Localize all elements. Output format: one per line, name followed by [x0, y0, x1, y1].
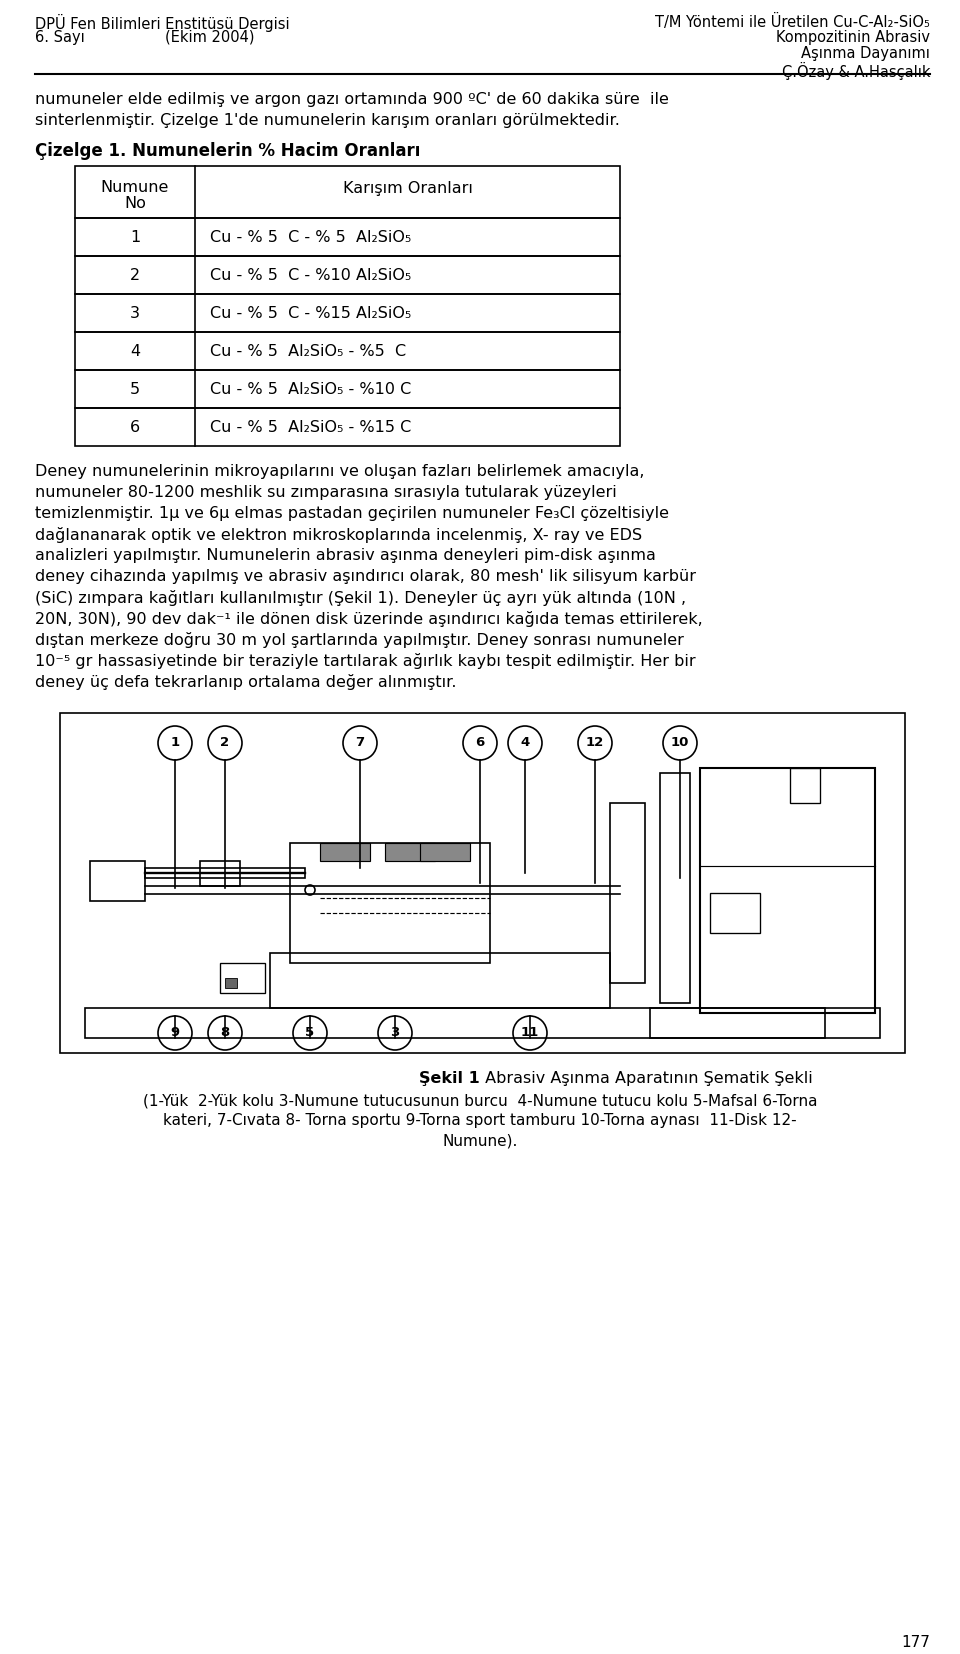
- Bar: [650, 1007, 880, 1039]
- Bar: [420, 844, 470, 862]
- Text: 5: 5: [130, 382, 140, 397]
- Text: (Ekim 2004): (Ekim 2004): [165, 30, 254, 45]
- Text: (SiC) zımpara kağıtları kullanılmıştır (Şekil 1). Deneyler üç ayrı yük altında (: (SiC) zımpara kağıtları kullanılmıştır (…: [35, 590, 686, 605]
- Text: deney üç defa tekrarlanıp ortalama değer alınmıştır.: deney üç defa tekrarlanıp ortalama değer…: [35, 673, 457, 690]
- Text: Çizelge 1. Numunelerin % Hacim Oranları: Çizelge 1. Numunelerin % Hacim Oranları: [35, 142, 420, 160]
- Text: Cu - % 5  C - % 5  Al₂SiO₅: Cu - % 5 C - % 5 Al₂SiO₅: [210, 230, 411, 245]
- Bar: [75, 165, 620, 218]
- Text: Numune).: Numune).: [443, 1133, 517, 1148]
- Bar: [220, 963, 265, 992]
- Text: 2: 2: [221, 736, 229, 749]
- Bar: [145, 868, 305, 878]
- Text: Cu - % 5  C - %15 Al₂SiO₅: Cu - % 5 C - %15 Al₂SiO₅: [210, 306, 411, 321]
- Text: 3: 3: [130, 306, 140, 321]
- Text: Numune: Numune: [101, 180, 169, 195]
- Text: 6. Sayı: 6. Sayı: [35, 30, 84, 45]
- Bar: [60, 713, 905, 1054]
- Text: Abrasiv Aşınma Aparatının Şematik Şekli: Abrasiv Aşınma Aparatının Şematik Şekli: [480, 1072, 813, 1087]
- Bar: [660, 772, 690, 1002]
- Bar: [75, 256, 620, 294]
- Bar: [75, 370, 620, 409]
- Text: analizleri yapılmıştır. Numunelerin abrasiv aşınma deneyleri pim-disk aşınma: analizleri yapılmıştır. Numunelerin abra…: [35, 547, 656, 562]
- Text: kateri, 7-Cıvata 8- Torna sportu 9-Torna sport tamburu 10-Torna aynası  11-Disk : kateri, 7-Cıvata 8- Torna sportu 9-Torna…: [163, 1113, 797, 1128]
- Text: Kompozitinin Abrasiv: Kompozitinin Abrasiv: [776, 30, 930, 45]
- Text: 7: 7: [355, 736, 365, 749]
- Bar: [200, 862, 240, 887]
- Text: dağlananarak optik ve elektron mikroskoplarında incelenmiş, X- ray ve EDS: dağlananarak optik ve elektron mikroskop…: [35, 528, 642, 543]
- Text: 6: 6: [130, 420, 140, 435]
- Text: Aşınma Dayanımı: Aşınma Dayanımı: [802, 46, 930, 61]
- Text: deney cihazında yapılmış ve abrasiv aşındırıcı olarak, 80 mesh' lik silisyum kar: deney cihazında yapılmış ve abrasiv aşın…: [35, 569, 696, 584]
- Text: Cu - % 5  Al₂SiO₅ - %15 C: Cu - % 5 Al₂SiO₅ - %15 C: [210, 420, 411, 435]
- Text: 12: 12: [586, 736, 604, 749]
- Text: 1: 1: [171, 736, 180, 749]
- Text: temizlenmiştir. 1μ ve 6μ elmas pastadan geçirilen numuneler Fe₃Cl çözeltisiyle: temizlenmiştir. 1μ ve 6μ elmas pastadan …: [35, 506, 669, 521]
- Bar: [610, 802, 645, 982]
- Text: sinterlenmiştir. Çizelge 1'de numunelerin karışım oranları görülmektedir.: sinterlenmiştir. Çizelge 1'de numuneleri…: [35, 112, 620, 127]
- Text: 4: 4: [130, 344, 140, 359]
- Text: T/M Yöntemi ile Üretilen Cu-C-Al₂-SiO₅: T/M Yöntemi ile Üretilen Cu-C-Al₂-SiO₅: [655, 13, 930, 30]
- Bar: [75, 409, 620, 447]
- Text: numuneler elde edilmiş ve argon gazı ortamında 900 ºC' de 60 dakika süre  ile: numuneler elde edilmiş ve argon gazı ort…: [35, 93, 669, 108]
- Bar: [85, 1007, 825, 1039]
- Bar: [790, 767, 820, 802]
- Text: 4: 4: [520, 736, 530, 749]
- Text: Deney numunelerinin mikroyapılarını ve oluşan fazları belirlemek amacıyla,: Deney numunelerinin mikroyapılarını ve o…: [35, 465, 644, 480]
- Bar: [700, 767, 875, 1012]
- Text: 1: 1: [130, 230, 140, 245]
- Bar: [290, 844, 490, 963]
- Text: Cu - % 5  C - %10 Al₂SiO₅: Cu - % 5 C - %10 Al₂SiO₅: [210, 268, 411, 283]
- Text: 2: 2: [130, 268, 140, 283]
- Bar: [385, 844, 435, 862]
- Text: Cu - % 5  Al₂SiO₅ - %5  C: Cu - % 5 Al₂SiO₅ - %5 C: [210, 344, 406, 359]
- Bar: [75, 218, 620, 256]
- Text: 11: 11: [521, 1027, 540, 1039]
- Text: dıştan merkeze doğru 30 m yol şartlarında yapılmıştır. Deney sonrası numuneler: dıştan merkeze doğru 30 m yol şartlarınd…: [35, 632, 684, 648]
- Text: 8: 8: [221, 1027, 229, 1039]
- Text: DPÜ Fen Bilimleri Enstitüsü Dergisi: DPÜ Fen Bilimleri Enstitüsü Dergisi: [35, 13, 290, 31]
- Text: 9: 9: [171, 1027, 180, 1039]
- Bar: [710, 893, 760, 933]
- Text: Ç.Özay & A.Hasçalık: Ç.Özay & A.Hasçalık: [781, 61, 930, 79]
- Text: Cu - % 5  Al₂SiO₅ - %10 C: Cu - % 5 Al₂SiO₅ - %10 C: [210, 382, 411, 397]
- Text: 10: 10: [671, 736, 689, 749]
- Text: 177: 177: [901, 1636, 930, 1651]
- Text: Şekil 1: Şekil 1: [420, 1072, 480, 1087]
- Bar: [225, 978, 237, 987]
- Text: 20N, 30N), 90 dev dak⁻¹ ile dönen disk üzerinde aşındırıcı kağıda temas ettirile: 20N, 30N), 90 dev dak⁻¹ ile dönen disk ü…: [35, 610, 703, 627]
- Bar: [320, 844, 370, 862]
- Text: 6: 6: [475, 736, 485, 749]
- Text: (1-Yük  2-Yük kolu 3-Numune tutucusunun burcu  4-Numune tutucu kolu 5-Mafsal 6-T: (1-Yük 2-Yük kolu 3-Numune tutucusunun b…: [143, 1093, 817, 1108]
- Text: numuneler 80-1200 meshlik su zımparasına sırasıyla tutularak yüzeyleri: numuneler 80-1200 meshlik su zımparasına…: [35, 485, 616, 500]
- Bar: [90, 862, 145, 901]
- Bar: [75, 332, 620, 370]
- Bar: [75, 294, 620, 332]
- Bar: [270, 953, 610, 1007]
- Text: Karışım Oranları: Karışım Oranları: [343, 180, 472, 195]
- Text: 10⁻⁵ gr hassasiyetinde bir teraziyle tartılarak ağırlık kaybı tespit edilmiştir.: 10⁻⁵ gr hassasiyetinde bir teraziyle tar…: [35, 653, 696, 668]
- Text: 5: 5: [305, 1027, 315, 1039]
- Text: No: No: [124, 197, 146, 212]
- Text: 3: 3: [391, 1027, 399, 1039]
